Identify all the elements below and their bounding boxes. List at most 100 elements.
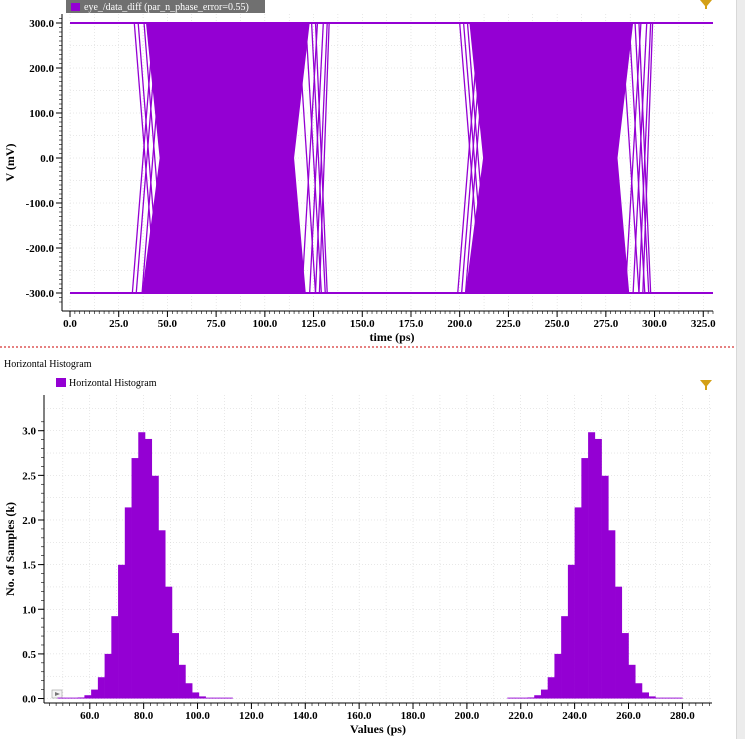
hist-bar [668, 697, 676, 699]
hist-bar [527, 697, 535, 699]
hist-bar [635, 683, 643, 699]
eye-trace [632, 22, 648, 294]
eye-x-tick-label: 50.0 [158, 318, 178, 330]
hist-x-tick-label: 160.0 [347, 710, 372, 722]
hist-bar [520, 697, 528, 699]
hist-bar [198, 696, 206, 699]
hist-bar [615, 586, 623, 699]
hist-bar [628, 664, 636, 699]
series-header-tag[interactable]: eye_/data_diff (par_n_phase_error=0.55) [66, 0, 265, 13]
hist-bar [561, 616, 569, 699]
series-swatch [71, 3, 80, 11]
hist-bar [212, 697, 220, 699]
hist-bar [111, 616, 119, 699]
eye-trace [137, 22, 161, 294]
eye-trace [462, 22, 486, 294]
eye-trace [143, 22, 167, 294]
hist-bar [151, 475, 159, 699]
hist-bar [64, 697, 72, 699]
hist-series [57, 432, 683, 699]
hist-y-axis-label: No. of Samples (k) [3, 502, 17, 596]
eye-trace [131, 22, 155, 294]
hist-bar [185, 683, 193, 699]
eye-y-axis-label: V (mV) [3, 143, 17, 181]
eye-x-tick-label: 300.0 [642, 318, 667, 330]
hist-bar [171, 633, 179, 699]
hist-bar [641, 692, 650, 699]
eye-y-tick-label: 200.0 [29, 63, 54, 75]
hist-bar [70, 697, 78, 699]
hist-bar [124, 507, 132, 699]
hist-y-tick-label: 2.0 [22, 515, 36, 527]
hist-y-tick-label: 1.0 [22, 604, 36, 616]
eye-x-tick-label: 325.0 [691, 318, 716, 330]
hist-bar [601, 475, 609, 699]
eye-series [70, 22, 713, 294]
eye-x-tick-label: 225.0 [496, 318, 521, 330]
eye-trace [460, 22, 484, 294]
hist-bar [648, 696, 656, 699]
hist-bar [104, 653, 112, 699]
eye-trace [464, 22, 488, 294]
hist-y-tick-label: 0.5 [22, 649, 36, 661]
hist-y-tick-label: 2.5 [22, 470, 36, 482]
hist-bar [178, 664, 186, 699]
series-header-bg [66, 0, 265, 13]
hist-x-tick-label: 260.0 [616, 710, 641, 722]
vertical-scrollbar[interactable] [736, 0, 745, 739]
hist-x-tick-label: 140.0 [293, 710, 318, 722]
hist-bar [594, 438, 602, 699]
hist-x-tick-label: 120.0 [239, 710, 264, 722]
hist-bar [567, 564, 575, 699]
hist-bar [118, 564, 126, 699]
hist-bar [97, 677, 105, 699]
hist-bar [145, 438, 153, 699]
eye-trace [642, 22, 654, 294]
hist-bar [84, 695, 92, 699]
hist-bar [574, 507, 582, 699]
expand-arrow-icon [55, 692, 60, 696]
hist-bar [621, 633, 629, 699]
hist-bar [554, 653, 562, 699]
eye-y-tick-label: 0.0 [40, 153, 54, 165]
filter-icon[interactable] [700, 380, 712, 390]
hist-bar [547, 677, 555, 699]
eye-y-tick-label: 100.0 [29, 108, 54, 120]
hist-bar [675, 697, 683, 699]
hist-bar [219, 697, 227, 699]
eye-trace [301, 22, 319, 294]
eye-x-tick-label: 75.0 [207, 318, 227, 330]
eye-x-tick-label: 250.0 [545, 318, 570, 330]
eye-x-tick-label: 0.0 [63, 318, 77, 330]
hist-bar [158, 530, 166, 699]
hist-bar [540, 689, 548, 699]
hist-bar [205, 697, 213, 699]
hist-bar [131, 458, 139, 699]
eye-trace [628, 22, 646, 294]
eye-transition-band [465, 23, 634, 293]
eye-y-tick-label: -200.0 [26, 243, 55, 255]
eye-x-tick-label: 125.0 [301, 318, 326, 330]
eye-trace [638, 22, 652, 294]
eye-x-axis-label: time (ps) [370, 330, 415, 344]
hist-x-tick-label: 80.0 [134, 710, 154, 722]
eye-trace [141, 22, 165, 294]
eye-y-tick-label: 300.0 [29, 18, 54, 30]
hist-bar [608, 530, 616, 699]
hist-bar [588, 432, 596, 699]
eye-trace [305, 22, 323, 294]
hist-x-axis-label: Values (ps) [350, 722, 406, 736]
eye-trace [624, 22, 642, 294]
hist-x-tick-label: 240.0 [562, 710, 587, 722]
eye-x-tick-label: 200.0 [447, 318, 472, 330]
hist-bar [138, 432, 146, 699]
eye-trace [133, 22, 157, 294]
series-label: eye_/data_diff (par_n_phase_error=0.55) [84, 2, 249, 13]
hist-bar [534, 695, 542, 699]
eye-y-tick-label: -300.0 [26, 288, 55, 300]
hist-bar [581, 458, 589, 699]
eye-trace [309, 22, 324, 294]
hist-x-tick-label: 100.0 [185, 710, 210, 722]
filter-icon[interactable] [700, 0, 712, 9]
hist-bar [192, 692, 200, 699]
